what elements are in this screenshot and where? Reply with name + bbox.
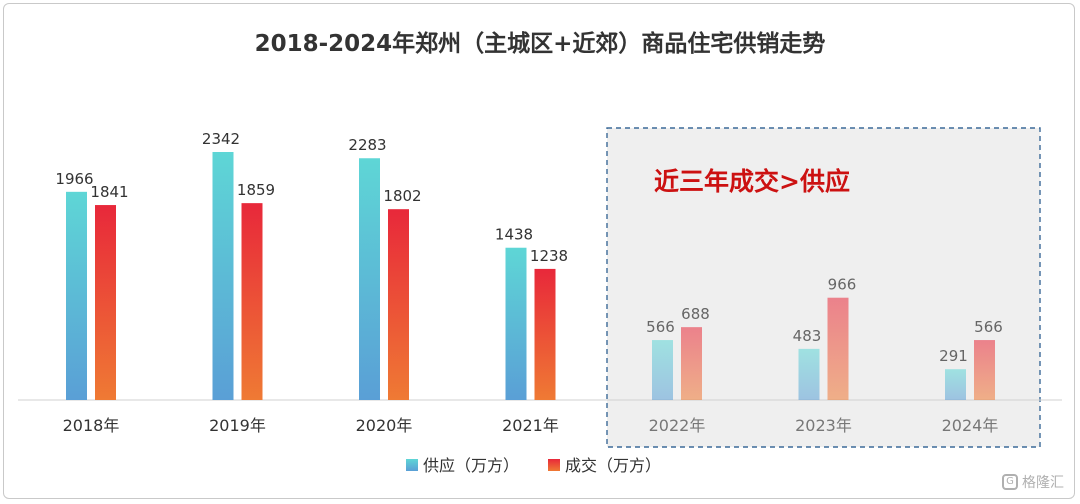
data-label-deal: 966 xyxy=(828,276,857,294)
data-label-deal: 1238 xyxy=(530,247,568,265)
legend-swatch-supply xyxy=(406,459,418,471)
bar-deal xyxy=(534,268,556,400)
data-label-supply: 1966 xyxy=(55,170,93,188)
data-label-deal: 1859 xyxy=(237,181,275,199)
bar-supply xyxy=(212,152,234,400)
bar-deal xyxy=(388,209,409,400)
watermark-text: 格隆汇 xyxy=(1022,475,1064,491)
bar-supply xyxy=(505,247,527,400)
data-label-supply: 291 xyxy=(939,347,968,365)
data-label-deal: 1802 xyxy=(383,187,421,205)
data-label-supply: 483 xyxy=(793,327,822,345)
bar-supply xyxy=(945,369,966,400)
chart-title: 2018-2024年郑州（主城区+近郊）商品住宅供销走势 xyxy=(254,31,826,57)
bar-deal xyxy=(681,327,702,400)
bar-deal xyxy=(95,205,116,400)
x-tick-label: 2021年 xyxy=(502,416,559,435)
x-tick-label: 2024年 xyxy=(942,416,999,435)
bar-deal xyxy=(241,203,263,400)
x-tick-label: 2020年 xyxy=(356,416,413,435)
data-label-deal: 566 xyxy=(974,318,1003,336)
bar-supply xyxy=(66,191,87,400)
watermark: G 格隆汇 xyxy=(1002,472,1064,492)
highlight-region xyxy=(606,127,1041,448)
x-tick-label: 2023年 xyxy=(795,416,852,435)
annotation-text: 近三年成交>供应 xyxy=(654,167,850,196)
legend-label-supply: 供应（万方） xyxy=(423,456,519,475)
data-label-supply: 2342 xyxy=(202,130,240,148)
bar-supply xyxy=(798,348,820,400)
bar-supply xyxy=(652,340,673,400)
watermark-logo: G xyxy=(1002,474,1018,490)
bar-supply xyxy=(359,158,380,400)
data-label-supply: 1438 xyxy=(495,226,533,244)
data-label-supply: 566 xyxy=(646,318,675,336)
legend-label-deal: 成交（万方） xyxy=(565,456,661,475)
data-label-deal: 1841 xyxy=(90,183,128,201)
x-tick-label: 2019年 xyxy=(209,416,266,435)
x-tick-label: 2022年 xyxy=(649,416,706,435)
bar-deal xyxy=(974,340,995,400)
data-label-supply: 2283 xyxy=(348,136,386,154)
legend-swatch-deal xyxy=(548,459,560,471)
data-label-deal: 688 xyxy=(681,305,710,323)
x-tick-label: 2018年 xyxy=(63,416,120,435)
bar-deal xyxy=(827,297,849,400)
chart-frame: 2018-2024年郑州（主城区+近郊）商品住宅供销走势 1966 1841 201… xyxy=(3,3,1075,499)
